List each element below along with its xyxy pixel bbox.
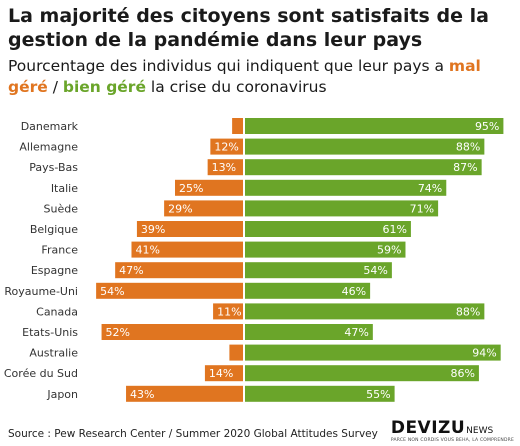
data-label-mal-gere: 25% <box>179 182 203 195</box>
bar-bien-gere <box>245 344 501 361</box>
subtitle-text-1: Pourcentage des individus qui indiquent … <box>8 57 449 75</box>
bar-mal-gere <box>232 118 243 134</box>
bar-mal-gere <box>164 200 243 217</box>
logo-wordmark: DEVIZU <box>390 418 466 438</box>
data-label-bien-gere: 87% <box>453 161 477 174</box>
category-label: Espagne <box>31 264 78 277</box>
logo-tagline: PARCE NON CORDIS VOUS BEHA, LA COMPRENDR… <box>390 438 514 443</box>
data-label-bien-gere: 71% <box>410 202 434 215</box>
subtitle-separator: / <box>47 78 63 96</box>
data-label-bien-gere: 88% <box>456 305 480 318</box>
bar-bien-gere <box>245 303 485 320</box>
category-label: Italie <box>51 182 78 195</box>
category-label: France <box>41 244 78 257</box>
category-label: Etats-Unis <box>22 326 78 339</box>
bar-bien-gere <box>245 200 439 217</box>
bar-mal-gere <box>213 303 243 320</box>
data-label-bien-gere: 59% <box>377 244 401 257</box>
bar-mal-gere <box>207 159 243 176</box>
data-label-mal-gere: 11% <box>217 305 241 318</box>
bar-mal-gere <box>115 262 243 279</box>
bar-mal-gere <box>131 241 243 258</box>
bar-bien-gere <box>245 262 392 279</box>
data-label-mal-gere: 47% <box>119 264 143 277</box>
category-label: Allemagne <box>19 141 78 154</box>
bar-mal-gere <box>175 179 243 196</box>
data-label-mal-gere: 14% <box>209 367 233 380</box>
subtitle-text-2: la crise du coronavirus <box>145 78 327 96</box>
subtitle-positive-label: bien géré <box>62 78 146 96</box>
data-label-mal-gere: 13% <box>212 161 236 174</box>
bar-bien-gere <box>245 385 395 402</box>
category-label: Royaume-Uni <box>4 285 78 298</box>
data-label-bien-gere: 94% <box>472 347 496 360</box>
data-label-bien-gere: 61% <box>382 223 406 236</box>
data-label-mal-gere: 12% <box>214 141 238 154</box>
data-label-bien-gere: 55% <box>366 388 390 401</box>
data-label-bien-gere: 88% <box>456 141 480 154</box>
data-label-bien-gere: 54% <box>363 264 387 277</box>
data-label-bien-gere: 86% <box>450 367 474 380</box>
bar-mal-gere <box>96 282 244 299</box>
category-label: Japon <box>46 388 78 401</box>
data-label-mal-gere: 43% <box>130 388 154 401</box>
category-label: Canada <box>36 305 78 318</box>
bar-bien-gere <box>245 324 373 340</box>
data-label-bien-gere: 74% <box>418 182 442 195</box>
source-note: Source : Pew Research Center / Summer 20… <box>8 428 378 440</box>
data-label-mal-gere: 52% <box>106 326 130 339</box>
bar-mal-gere <box>136 221 243 237</box>
data-label-mal-gere: 39% <box>141 223 165 236</box>
logo-suffix: NEWS <box>466 426 494 436</box>
data-label-mal-gere: 54% <box>100 285 124 298</box>
bar-bien-gere <box>245 241 406 258</box>
bar-mal-gere <box>210 138 243 155</box>
category-label: Suède <box>44 202 79 215</box>
bar-bien-gere <box>245 179 447 196</box>
bar-mal-gere <box>204 365 243 382</box>
bar-bien-gere <box>245 221 411 237</box>
bar-bien-gere <box>245 138 485 155</box>
bar-bien-gere <box>245 282 371 299</box>
diverging-bar-chart: Danemark 95% Allemagne 12% 88% Pays-Bas 13% 87%… <box>4 118 504 402</box>
chart-title: La majorité des citoyens sont satisfaits… <box>8 5 489 51</box>
category-label: Danemark <box>21 120 79 133</box>
data-label-bien-gere: 95% <box>475 120 499 133</box>
subtitle-negative-label: mal géré <box>8 57 481 96</box>
bar-mal-gere <box>101 324 243 340</box>
bar-bien-gere <box>245 118 504 134</box>
data-label-mal-gere: 29% <box>168 202 192 215</box>
devizu-logo: DEVIZUNEWS PARCE NON CORDIS VOUS BEHA, L… <box>390 418 514 444</box>
bar-bien-gere <box>245 159 482 176</box>
data-label-bien-gere: 46% <box>342 285 366 298</box>
category-label: Corée du Sud <box>4 367 78 380</box>
data-label-mal-gere: 41% <box>135 244 159 257</box>
category-label: Belgique <box>30 223 78 236</box>
data-label-bien-gere: 47% <box>344 326 368 339</box>
category-label: Australie <box>29 347 78 360</box>
chart-subtitle: Pourcentage des individus qui indiquent … <box>8 56 514 98</box>
category-label: Pays-Bas <box>29 161 78 174</box>
bar-bien-gere <box>245 365 479 382</box>
bar-mal-gere <box>126 385 243 402</box>
bar-mal-gere <box>229 344 243 361</box>
